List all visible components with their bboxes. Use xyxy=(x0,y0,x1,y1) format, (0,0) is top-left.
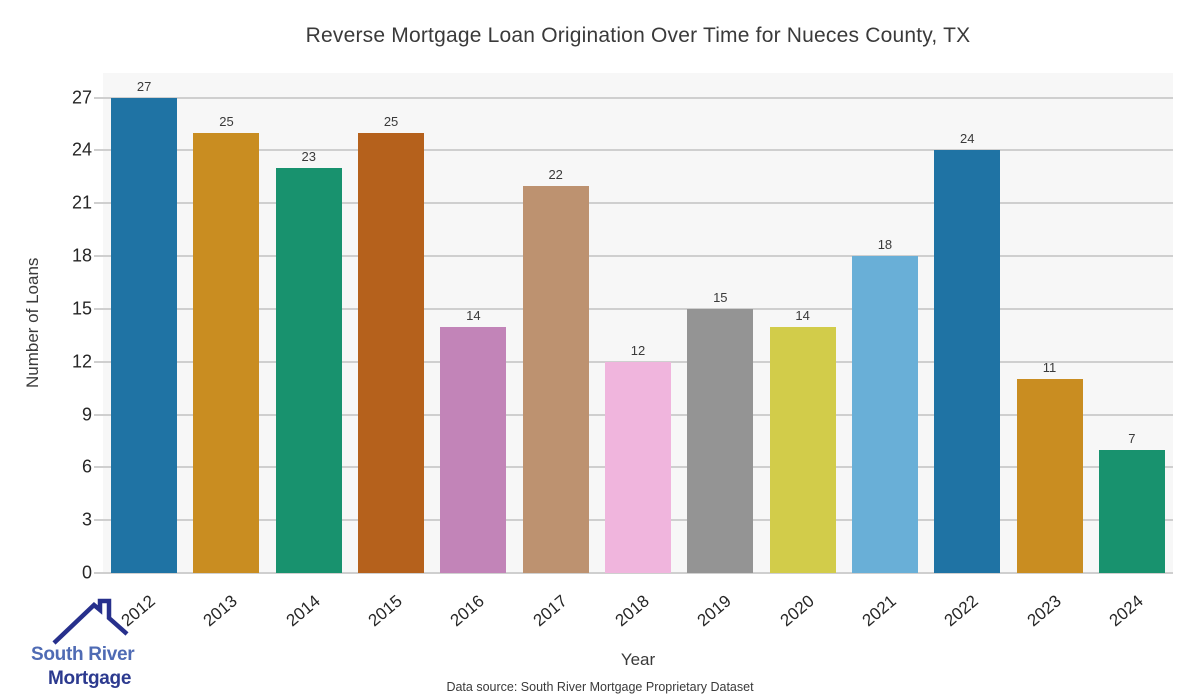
house-roof-icon xyxy=(52,598,129,645)
ytick-label-15: 15 xyxy=(71,298,92,319)
xtick-label-2021: 2021 xyxy=(858,591,900,631)
ytick-label-6: 6 xyxy=(81,456,92,477)
bar-value-label-2020: 14 xyxy=(795,307,810,323)
xtick-label-2019: 2019 xyxy=(693,591,736,631)
logo-text-south-river: South River xyxy=(31,644,135,665)
ytick-label-18: 18 xyxy=(71,245,92,266)
xtick-label-2015: 2015 xyxy=(364,591,406,631)
ytick-label-3: 3 xyxy=(81,509,92,530)
bar-value-label-2022: 24 xyxy=(959,131,975,147)
bar-value-label-2023: 11 xyxy=(1042,360,1057,376)
bar-2020 xyxy=(769,326,836,573)
gridline-y-21 xyxy=(103,202,1173,205)
ytick-mark-24 xyxy=(94,149,103,152)
xtick-label-2024: 2024 xyxy=(1105,591,1147,631)
bar-value-label-2024: 7 xyxy=(1128,430,1136,446)
ytick-mark-12 xyxy=(94,360,103,363)
ytick-mark-6 xyxy=(94,466,103,469)
ytick-mark-9 xyxy=(94,413,103,416)
xtick-label-2017: 2017 xyxy=(529,591,571,631)
bar-2021 xyxy=(851,256,918,573)
bar-value-label-2017: 22 xyxy=(548,166,563,182)
bar-value-label-2021: 18 xyxy=(877,237,893,253)
ytick-mark-0 xyxy=(94,572,103,574)
plot-area: 27 25 23 25 14 22 12 15 14 18 24 11 7 xyxy=(103,73,1173,574)
ytick-label-27: 27 xyxy=(71,87,92,108)
xtick-label-2022: 2022 xyxy=(940,591,983,631)
ytick-label-9: 9 xyxy=(81,404,92,425)
gridline-y-18 xyxy=(103,255,1173,258)
xtick-label-2020: 2020 xyxy=(776,591,818,631)
xtick-label-2016: 2016 xyxy=(446,591,489,631)
x-axis-title: Year xyxy=(620,650,656,669)
gridline-y-0 xyxy=(103,572,1173,574)
ytick-mark-15 xyxy=(94,307,103,310)
bar-2014 xyxy=(275,168,342,573)
gridline-y-15 xyxy=(103,307,1173,310)
bar-2023 xyxy=(1016,379,1083,573)
data-source-caption: Data source: South River Mortgage Propri… xyxy=(446,680,754,694)
bar-2022 xyxy=(934,150,1001,573)
bar-2012 xyxy=(111,97,178,573)
ytick-mark-21 xyxy=(94,202,103,205)
company-logo: South River Mortgage xyxy=(15,596,155,696)
bar-value-label-2018: 12 xyxy=(630,342,646,358)
bar-value-label-2019: 15 xyxy=(713,289,728,305)
bar-value-label-2013: 25 xyxy=(219,113,234,129)
bar-2013 xyxy=(193,132,260,573)
gridline-y-12 xyxy=(103,360,1173,363)
bar-value-label-2016: 14 xyxy=(466,307,481,323)
ytick-label-0: 0 xyxy=(81,562,92,583)
ytick-label-24: 24 xyxy=(71,139,92,160)
ytick-mark-27 xyxy=(94,96,103,99)
bar-2017 xyxy=(522,185,589,573)
bar-2019 xyxy=(687,308,754,573)
bar-2018 xyxy=(605,361,671,573)
xtick-label-2018: 2018 xyxy=(611,591,653,631)
ytick-mark-3 xyxy=(94,519,103,522)
gridline-y-24 xyxy=(103,149,1173,152)
gridline-y-27 xyxy=(103,96,1173,99)
xtick-label-2023: 2023 xyxy=(1023,591,1065,631)
xtick-label-2014: 2014 xyxy=(282,591,324,631)
xtick-label-2013: 2013 xyxy=(200,591,242,631)
ytick-mark-18 xyxy=(94,255,103,258)
chart-title: Reverse Mortgage Loan Origination Over T… xyxy=(305,24,971,47)
logo-text-mortgage: Mortgage xyxy=(48,668,132,689)
bar-value-label-2012: 27 xyxy=(136,78,152,94)
ytick-label-21: 21 xyxy=(71,192,92,213)
ytick-label-12: 12 xyxy=(71,351,92,372)
bar-2016 xyxy=(440,326,507,573)
bar-2015 xyxy=(358,132,425,573)
bar-value-label-2015: 25 xyxy=(383,113,399,129)
bar-value-label-2014: 23 xyxy=(301,149,316,165)
bar-2024 xyxy=(1098,449,1165,573)
